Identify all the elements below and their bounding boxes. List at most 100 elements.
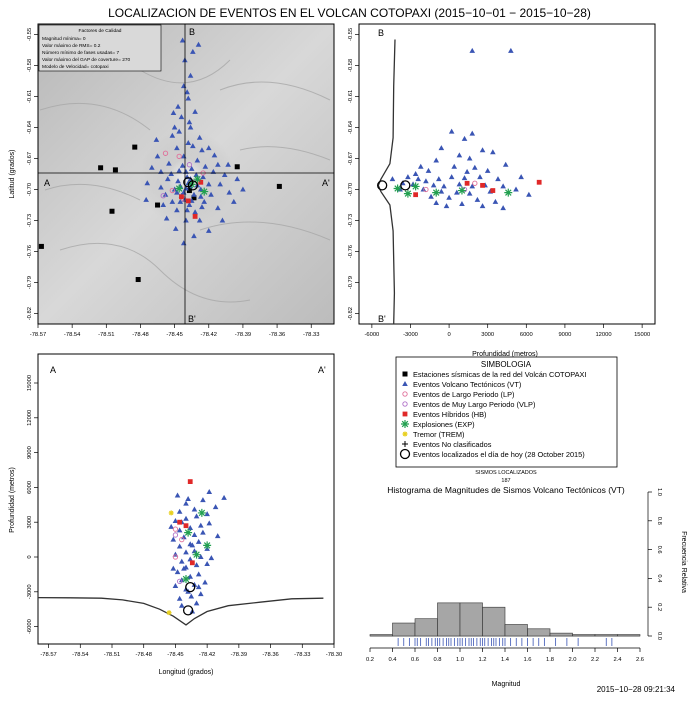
point-vt xyxy=(187,556,194,562)
x-tick-label: -78.39 xyxy=(235,332,251,338)
point-vt xyxy=(187,525,194,530)
point-vt xyxy=(479,147,486,153)
legend-item-label: Tremor (TREM) xyxy=(413,430,464,439)
point-vt xyxy=(169,132,176,138)
figure-title: LOCALIZACION DE EVENTOS EN EL VOLCAN COT… xyxy=(108,6,591,20)
x-tick-label: 1.2 xyxy=(478,657,486,663)
point-vt xyxy=(454,189,460,195)
x-tick-label: -78.36 xyxy=(269,332,285,338)
legend-frame xyxy=(395,356,618,468)
ew-ylabel: Profundidad (metros) xyxy=(9,467,16,533)
histogram-bar xyxy=(437,602,461,637)
legend-item-label: Eventos Híbridos (HB) xyxy=(413,410,487,419)
quality-line: Magnitud mínima= 0 xyxy=(42,36,86,42)
point-vt xyxy=(208,191,214,197)
point-vt xyxy=(448,174,455,180)
point-vlp xyxy=(186,162,193,168)
point-vt xyxy=(170,536,177,542)
point-trem xyxy=(168,510,174,516)
point-hb xyxy=(464,180,470,186)
point-vlp xyxy=(172,532,179,538)
point-vt xyxy=(176,128,182,134)
quality-line: Número mínimo de fases usadas= 7 xyxy=(42,50,120,56)
point-hb xyxy=(183,523,189,529)
histogram-bar xyxy=(414,618,438,637)
point-vt xyxy=(192,209,198,215)
ew-axes: -78.57 -78.54 -78.51 -78.48 -78.45 -78.42 -78.… xyxy=(27,375,342,658)
y-tick-label: -6000 xyxy=(27,619,33,634)
point-vt xyxy=(502,161,509,167)
point-hb xyxy=(189,560,195,566)
x-tick-label: -78.48 xyxy=(132,332,148,338)
y-tick-label: 6000 xyxy=(27,481,33,494)
ew-label-a2: A' xyxy=(318,365,326,375)
point-exp xyxy=(403,189,412,198)
point-lp xyxy=(472,180,478,186)
y-tick-label: -0.58 xyxy=(27,59,33,72)
y-tick-label: -0.82 xyxy=(348,307,354,320)
point-vt xyxy=(174,189,180,195)
y-tick-label: -0.73 xyxy=(348,214,354,227)
x-tick-label: 2.2 xyxy=(591,657,599,663)
point-vt xyxy=(187,124,194,130)
x-tick-label: -78.51 xyxy=(98,332,114,338)
x-tick-label: -6000 xyxy=(364,332,379,338)
histogram-bar xyxy=(572,634,596,637)
point-vt xyxy=(472,164,478,170)
x-tick-label: -78.57 xyxy=(30,332,46,338)
quality-line: Valor máximo de RMS= 0.2 xyxy=(42,43,101,49)
x-tick-label: -78.42 xyxy=(199,652,215,658)
point-hb xyxy=(490,188,496,193)
point-vt xyxy=(170,109,177,115)
histogram-title: Histograma de Magnitudes de Sismos Volca… xyxy=(387,485,625,495)
x-tick-label: -78.30 xyxy=(326,652,342,658)
point-lp xyxy=(169,187,175,194)
point-vt xyxy=(198,591,204,597)
point-vt xyxy=(195,41,202,47)
y-tick-label: -0.61 xyxy=(348,90,354,103)
point-station xyxy=(38,243,44,249)
point-vt xyxy=(226,189,233,195)
point-vt xyxy=(177,198,184,204)
y-tick-label: -0.79 xyxy=(348,276,354,289)
point-vt xyxy=(221,494,227,500)
point-vt xyxy=(191,506,198,512)
legend-items: Estaciones sísmicas de la red del Volcán… xyxy=(399,370,586,460)
y-tick-label: -0.76 xyxy=(348,245,354,258)
legend-symbol-vlp xyxy=(402,401,408,407)
x-tick-label: -78.48 xyxy=(135,652,151,658)
point-vt xyxy=(198,522,204,528)
point-vt xyxy=(168,171,174,176)
point-vt xyxy=(206,520,213,526)
point-lp xyxy=(423,186,429,193)
ew-topography xyxy=(37,596,324,626)
point-vt xyxy=(200,497,206,503)
ew-frame xyxy=(37,353,335,645)
point-vt xyxy=(435,176,442,182)
histogram-bar xyxy=(617,634,641,637)
y-tick-label: -0.58 xyxy=(348,59,354,72)
point-station xyxy=(135,277,141,283)
x-tick-label: -78.57 xyxy=(40,652,56,658)
histogram-bar xyxy=(392,622,416,637)
x-tick-label: 2.6 xyxy=(636,657,644,663)
point-vt xyxy=(211,152,218,158)
map-ylabel: Latitud (grados) xyxy=(9,149,16,198)
point-vt xyxy=(500,205,506,211)
point-vt xyxy=(466,155,473,161)
point-trem xyxy=(166,610,172,616)
point-today xyxy=(377,180,388,191)
ew-profile-panel: -78.57 -78.54 -78.51 -78.48 -78.45 -78.42 -78.… xyxy=(9,353,342,676)
point-vt xyxy=(174,492,181,498)
point-vt xyxy=(389,176,396,182)
point-exp xyxy=(411,182,420,191)
y-tick-label: -3000 xyxy=(27,584,33,599)
point-vt xyxy=(191,548,198,554)
point-vt xyxy=(208,555,215,561)
point-vt xyxy=(196,134,203,140)
point-vt xyxy=(206,489,213,495)
x-tick-label: -78.54 xyxy=(64,332,81,338)
point-vt xyxy=(201,198,208,204)
point-vt xyxy=(174,569,181,575)
legend-title: SIMBOLOGIA xyxy=(481,360,532,369)
